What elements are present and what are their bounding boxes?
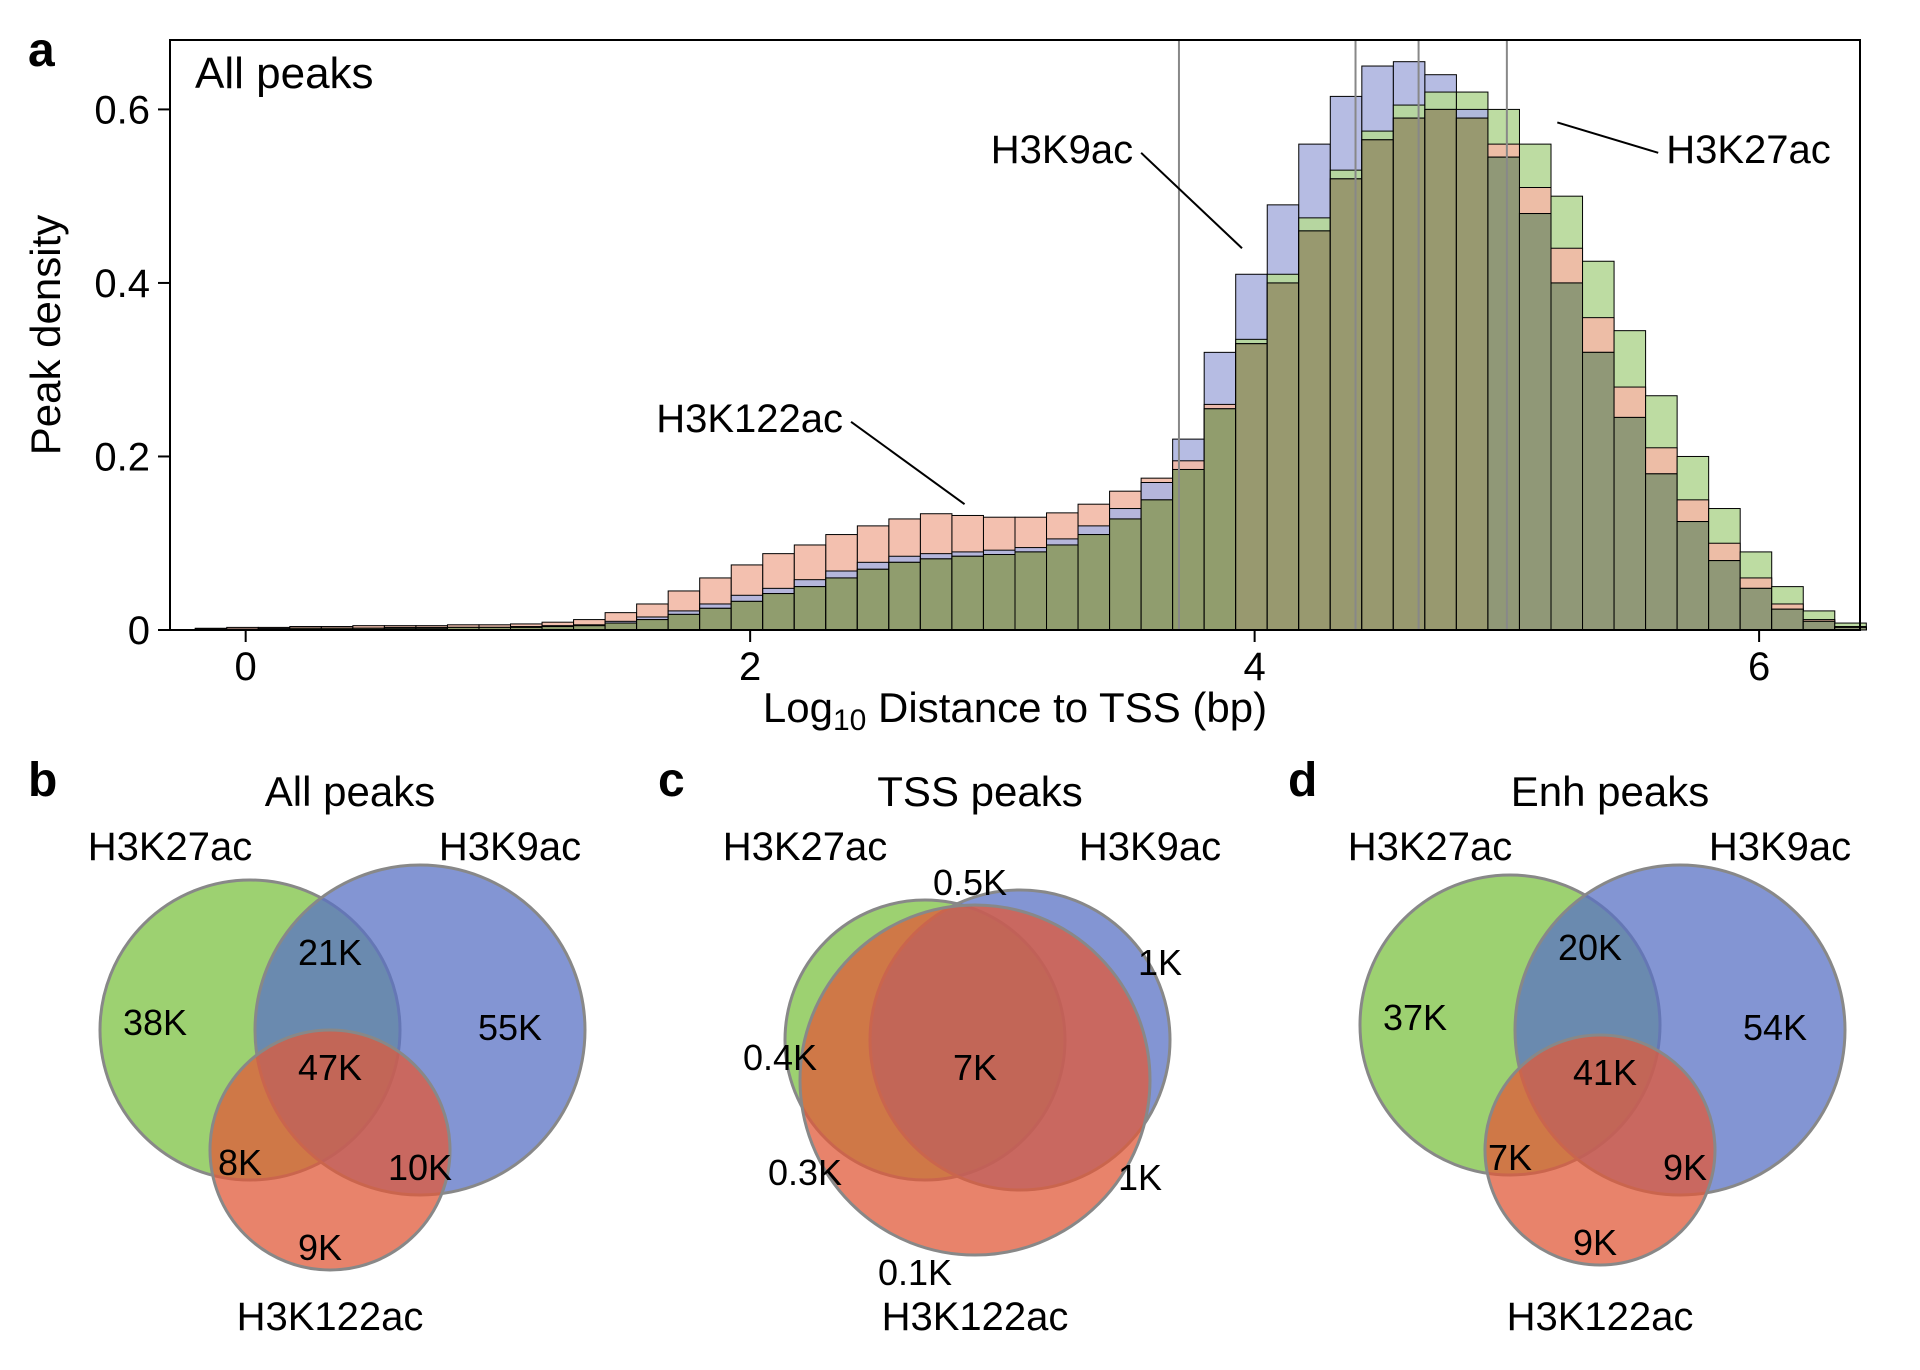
hist-bar-overlap xyxy=(763,594,795,630)
hist-bar-overlap xyxy=(1803,621,1835,630)
panel-a-histogram: All peaks H3K122ac H3K9ac H3K27ac 0 2 4 6 0 0.2 0.… xyxy=(20,20,1900,740)
venn-row: b All peaks H3K27ac H3K9ac 38K 55K 9K 21K 8K 10K 4… xyxy=(20,750,1900,1350)
hist-bar-overlap xyxy=(794,587,826,630)
venn-value-only_bottom: 9K xyxy=(1573,1222,1617,1263)
xtick-label: 2 xyxy=(739,645,761,689)
hist-bar-overlap xyxy=(1047,545,1079,630)
hist-bar-overlap xyxy=(1173,469,1205,630)
panel-label: c xyxy=(658,754,685,807)
venn-value-right_bottom: 9K xyxy=(1663,1147,1707,1188)
ytick-label: 0 xyxy=(128,609,150,653)
venn-value-center: 47K xyxy=(298,1047,362,1088)
xtick-label: 0 xyxy=(235,645,257,689)
hist-bar-overlap xyxy=(1141,500,1173,630)
hist-bar-overlap xyxy=(1519,214,1551,630)
venn-label-bottom: H3K122ac xyxy=(882,1295,1069,1339)
hist-bar-overlap xyxy=(668,614,700,630)
venn-title: Enh peaks xyxy=(1511,768,1709,815)
venn-label-left: H3K27ac xyxy=(88,825,253,869)
hist-bar-overlap xyxy=(637,620,669,630)
venn-value-only_left: 37K xyxy=(1383,997,1447,1038)
hist-bar-overlap xyxy=(1015,552,1047,630)
hist-bar-overlap xyxy=(983,555,1015,630)
xtick-label: 6 xyxy=(1748,645,1770,689)
hist-bar-overlap xyxy=(1078,535,1110,630)
venn-value-left_bottom: 7K xyxy=(1488,1137,1532,1178)
hist-bar-overlap xyxy=(1425,109,1457,630)
hist-bar-overlap xyxy=(826,578,858,630)
venn-value-left_right: 0.5K xyxy=(933,862,1007,903)
hist-bar-overlap xyxy=(1583,352,1615,630)
venn-label-bottom: H3K122ac xyxy=(1507,1295,1694,1339)
hist-bar-overlap xyxy=(1772,609,1804,630)
panel-label: d xyxy=(1288,754,1317,807)
hist-bar-overlap xyxy=(1393,118,1425,630)
hist-bar-overlap xyxy=(1362,140,1394,630)
venn-label-left: H3K27ac xyxy=(723,825,888,869)
venn-value-left_bottom: 0.3K xyxy=(768,1152,842,1193)
series-label-H3K27ac: H3K27ac xyxy=(1666,128,1831,172)
hist-bar-overlap xyxy=(1677,522,1709,630)
series-label-H3K9ac: H3K9ac xyxy=(991,128,1133,172)
venn-value-only_bottom: 0.1K xyxy=(878,1252,952,1293)
venn-value-center: 41K xyxy=(1573,1052,1637,1093)
hist-bar-overlap xyxy=(1456,118,1488,630)
hist-bar-overlap xyxy=(1299,231,1331,630)
venn-title: All peaks xyxy=(265,768,435,815)
venn-label-left: H3K27ac xyxy=(1348,825,1513,869)
venn-value-only_right: 54K xyxy=(1743,1007,1807,1048)
hist-bar-overlap xyxy=(1488,157,1520,630)
hist-bar-overlap xyxy=(952,556,984,630)
panel-label: b xyxy=(28,754,57,807)
hist-bar-overlap xyxy=(1267,283,1299,630)
panel-c-venn: c TSS peaks H3K27ac H3K9ac 0.4K 1K 0.1K 0.5K 0.3… xyxy=(650,750,1270,1350)
y-axis-label: Peak density xyxy=(22,215,69,455)
ytick-label: 0.2 xyxy=(94,435,150,479)
panel-a-row: All peaks H3K122ac H3K9ac H3K27ac 0 2 4 6 0 0.2 0.… xyxy=(20,20,1900,740)
venn-value-left_right: 21K xyxy=(298,932,362,973)
panel-a-inset-title: All peaks xyxy=(195,49,374,98)
hist-bar-overlap xyxy=(605,623,637,630)
x-axis-label: Log10 Distance to TSS (bp) xyxy=(763,684,1267,737)
hist-bar-overlap xyxy=(1110,519,1142,630)
ytick-label: 0.4 xyxy=(94,262,150,306)
hist-bar-overlap xyxy=(857,569,889,630)
venn-label-bottom: H3K122ac xyxy=(237,1295,424,1339)
venn-label-right: H3K9ac xyxy=(1079,825,1221,869)
hist-bar-overlap xyxy=(1330,179,1362,630)
venn-value-left_bottom: 8K xyxy=(218,1142,262,1183)
figure-container: All peaks H3K122ac H3K9ac H3K27ac 0 2 4 6 0 0.2 0.… xyxy=(20,20,1900,1350)
hist-bar-overlap xyxy=(920,559,952,630)
hist-bar-overlap xyxy=(1551,283,1583,630)
venn-value-only_left: 0.4K xyxy=(743,1037,817,1078)
venn-value-left_right: 20K xyxy=(1558,927,1622,968)
venn-title: TSS peaks xyxy=(877,768,1082,815)
hist-bar-overlap xyxy=(731,601,763,630)
venn-label-right: H3K9ac xyxy=(1709,825,1851,869)
venn-label-right: H3K9ac xyxy=(439,825,581,869)
venn-value-only_right: 55K xyxy=(478,1007,542,1048)
xtick-label: 4 xyxy=(1244,645,1266,689)
panel-label-a: a xyxy=(28,24,55,77)
hist-bar-overlap xyxy=(1740,588,1772,630)
hist-bar-overlap xyxy=(1204,409,1236,630)
venn-value-only_right: 1K xyxy=(1138,942,1182,983)
venn-value-only_left: 38K xyxy=(123,1002,187,1043)
hist-bar-overlap xyxy=(889,562,921,630)
venn-value-only_bottom: 9K xyxy=(298,1227,342,1268)
panel-d-venn: d Enh peaks H3K27ac H3K9ac 37K 54K 9K 20K 7K 9K 41… xyxy=(1280,750,1900,1350)
hist-bar-overlap xyxy=(1236,344,1268,630)
series-label-H3K122ac: H3K122ac xyxy=(656,397,843,441)
hist-bar-overlap xyxy=(700,608,732,630)
venn-value-center: 7K xyxy=(953,1047,997,1088)
hist-bar-overlap xyxy=(1614,417,1646,630)
venn-value-right_bottom: 1K xyxy=(1118,1157,1162,1198)
ytick-label: 0.6 xyxy=(94,88,150,132)
hist-bar-overlap xyxy=(1646,474,1678,630)
venn-value-right_bottom: 10K xyxy=(388,1147,452,1188)
panel-b-venn: b All peaks H3K27ac H3K9ac 38K 55K 9K 21K 8K 10K 4… xyxy=(20,750,640,1350)
hist-bar-overlap xyxy=(1709,561,1741,630)
